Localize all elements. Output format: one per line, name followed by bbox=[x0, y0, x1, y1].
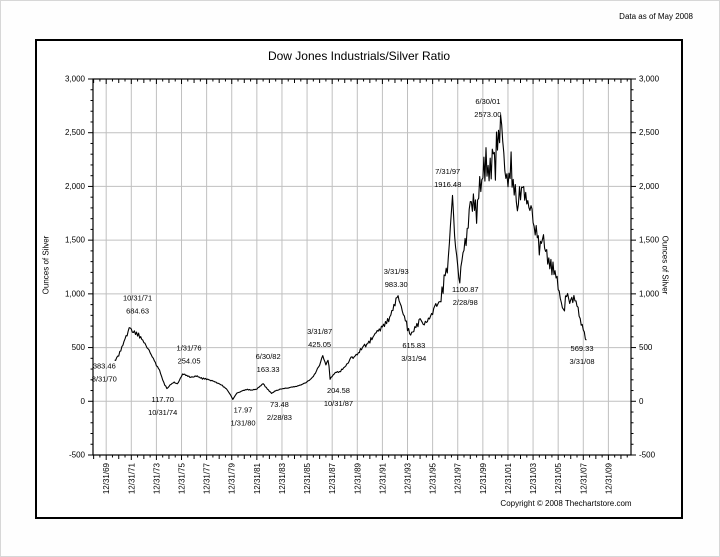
annotation-line2: 10/31/74 bbox=[148, 408, 177, 417]
annotation-line2: 10/31/87 bbox=[324, 399, 353, 408]
y-axis-tick-label-left: 1,000 bbox=[65, 289, 86, 298]
x-axis-tick-label: 12/31/71 bbox=[127, 462, 136, 494]
annotation-line1: 1100.87 bbox=[452, 285, 479, 294]
annotation-line2: 254.05 bbox=[178, 357, 201, 366]
x-axis-tick-label: 12/31/73 bbox=[152, 462, 161, 494]
y-axis-title-right: Ounces of Silver bbox=[660, 235, 670, 295]
annotation-line2: 3/31/08 bbox=[570, 357, 595, 366]
plot-area: 3,000 3,000 2,500 2,500 2,000 2,000 1,500 1,500… bbox=[65, 75, 660, 495]
x-axis-tick-label: 12/31/85 bbox=[303, 462, 312, 494]
annotation-line2: 425.05 bbox=[308, 340, 331, 349]
x-axis-tick-label: 12/31/03 bbox=[529, 462, 538, 494]
y-axis-tick-label-right: 2,000 bbox=[639, 182, 660, 191]
y-axis-tick-label-right: 2,500 bbox=[639, 128, 660, 137]
y-axis-tick-label-right: 1,000 bbox=[639, 289, 660, 298]
y-axis-tick-label-left: 0 bbox=[81, 397, 86, 406]
annotation-line1: 17.97 bbox=[234, 405, 253, 414]
x-axis-tick-label: 12/31/89 bbox=[353, 462, 362, 494]
y-axis-tick-label-right: 0 bbox=[639, 397, 644, 406]
y-axis-tick-label-left: 3,000 bbox=[65, 75, 86, 84]
x-axis-tick-label: 12/31/75 bbox=[178, 462, 187, 494]
annotation-line1: 204.58 bbox=[327, 386, 350, 395]
annotation-line2: 684.63 bbox=[126, 307, 149, 316]
annotation-line2: 1/31/80 bbox=[231, 418, 256, 427]
annotation-line1: 3/31/93 bbox=[384, 267, 409, 276]
x-axis-tick-label: 12/31/99 bbox=[479, 462, 488, 494]
x-axis-tick-label: 12/31/95 bbox=[429, 462, 438, 494]
x-axis-tick-label: 12/31/77 bbox=[203, 462, 212, 494]
chart-title: Dow Jones Industrials/Silver Ratio bbox=[267, 49, 451, 63]
data-as-of-label: Data as of May 2008 bbox=[619, 12, 693, 21]
annotation-line1: 7/31/97 bbox=[435, 167, 460, 176]
y-axis-tick-label-left: 500 bbox=[72, 343, 86, 352]
y-axis-tick-label-left: 2,500 bbox=[65, 128, 86, 137]
annotation-line1: 383.46 bbox=[93, 361, 116, 370]
y-axis-tick-label-right: 1,500 bbox=[639, 236, 660, 245]
chart-frame: Dow Jones Industrials/Silver Ratio 3,000… bbox=[35, 39, 683, 519]
annotation-line1: 6/30/82 bbox=[256, 352, 281, 361]
x-axis-tick-label: 12/31/69 bbox=[102, 462, 111, 494]
x-axis-tick-label: 12/31/09 bbox=[604, 462, 613, 494]
annotation-line1: 569.33 bbox=[571, 344, 594, 353]
price-line bbox=[114, 114, 587, 400]
x-axis-tick-label: 12/31/91 bbox=[378, 462, 387, 494]
annotation-line1: 117.70 bbox=[151, 395, 173, 404]
y-axis-tick-label-right: 3,000 bbox=[639, 75, 660, 84]
annotation-line1: 73.48 bbox=[270, 400, 289, 409]
annotation-line2: 3/31/94 bbox=[401, 354, 426, 363]
annotation-line2: 8/31/70 bbox=[92, 374, 117, 383]
y-axis-tick-label-left: 2,000 bbox=[65, 182, 86, 191]
x-axis-tick-label: 12/31/93 bbox=[404, 462, 413, 494]
annotation-line2: 983.30 bbox=[385, 280, 408, 289]
y-axis-title-left: Ounces of Silver bbox=[41, 235, 51, 295]
annotation-line1: 10/31/71 bbox=[123, 294, 152, 303]
annotation-line2: 2573.00 bbox=[474, 110, 501, 119]
x-axis-tick-label: 12/31/81 bbox=[253, 462, 262, 494]
x-axis-tick-label: 12/31/01 bbox=[504, 462, 513, 494]
annotation-line2: 163.33 bbox=[257, 365, 280, 374]
annotation-line1: 6/30/01 bbox=[475, 97, 500, 106]
annotation-line2: 2/28/98 bbox=[453, 298, 478, 307]
y-axis-tick-label-left: 1,500 bbox=[65, 236, 86, 245]
x-axis-tick-label: 12/31/07 bbox=[579, 462, 588, 494]
x-axis-tick-label: 12/31/05 bbox=[554, 462, 563, 494]
y-axis-tick-label-left: -500 bbox=[69, 451, 86, 460]
plot-border bbox=[92, 78, 632, 456]
copyright-label: Copyright © 2008 Thechartstore.com bbox=[500, 499, 632, 508]
annotation-line1: 3/31/87 bbox=[307, 327, 332, 336]
x-axis-tick-label: 12/31/97 bbox=[454, 462, 463, 494]
y-axis-tick-label-right: 500 bbox=[639, 343, 653, 352]
annotation-line1: 615.83 bbox=[402, 341, 425, 350]
annotation-line2: 1916.48 bbox=[434, 180, 461, 189]
x-axis-tick-label: 12/31/83 bbox=[278, 462, 287, 494]
annotation-line2: 2/28/83 bbox=[267, 413, 292, 422]
x-axis-tick-label: 12/31/79 bbox=[228, 462, 237, 494]
y-axis-tick-label-right: -500 bbox=[639, 451, 656, 460]
annotation-line1: 1/31/76 bbox=[177, 344, 202, 353]
x-axis-tick-label: 12/31/87 bbox=[328, 462, 337, 494]
